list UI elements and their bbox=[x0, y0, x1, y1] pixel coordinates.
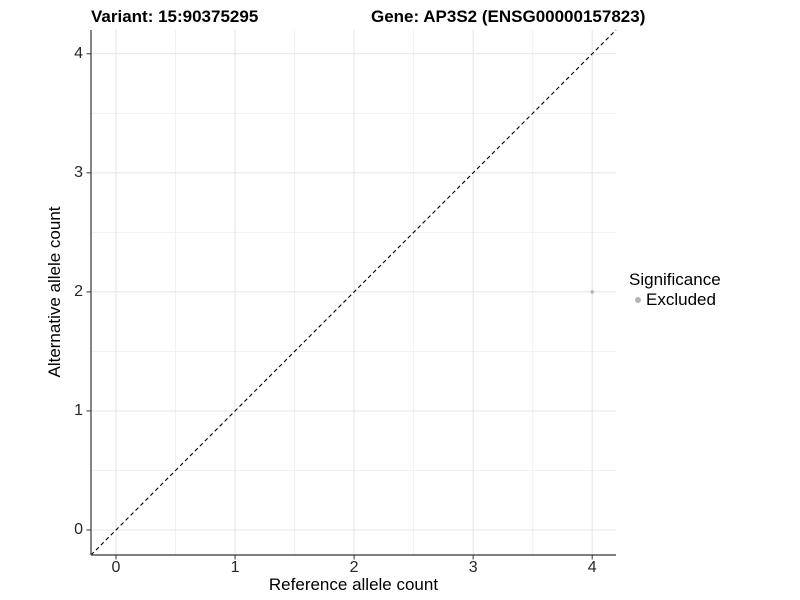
y-tick-label: 3 bbox=[74, 163, 83, 181]
y-tick-label: 4 bbox=[74, 44, 83, 62]
y-tick-label: 0 bbox=[74, 521, 83, 538]
x-tick-label: 3 bbox=[468, 559, 478, 576]
legend-item-excluded: Excluded bbox=[635, 290, 721, 309]
x-tick-label: 4 bbox=[587, 559, 597, 576]
legend-key-dot bbox=[635, 296, 641, 303]
variant-title: Variant: 15:90375295 bbox=[91, 7, 259, 26]
x-tick-label: 2 bbox=[349, 559, 359, 576]
y-axis-label: Alternative allele count bbox=[45, 206, 64, 378]
gene-title: Gene: AP3S2 (ENSG00000157823) bbox=[371, 7, 646, 26]
identity-line bbox=[90, 29, 617, 556]
x-tick-label: 0 bbox=[111, 559, 121, 576]
data-point bbox=[590, 290, 594, 294]
legend-title: Significance bbox=[629, 270, 721, 289]
y-tick-label: 1 bbox=[74, 401, 83, 419]
legend: Significance Excluded bbox=[629, 270, 721, 309]
legend-item-label: Excluded bbox=[646, 290, 716, 309]
x-tick-label: 1 bbox=[230, 559, 240, 576]
y-tick-label: 2 bbox=[74, 282, 83, 300]
x-axis-label: Reference allele count bbox=[268, 575, 439, 594]
